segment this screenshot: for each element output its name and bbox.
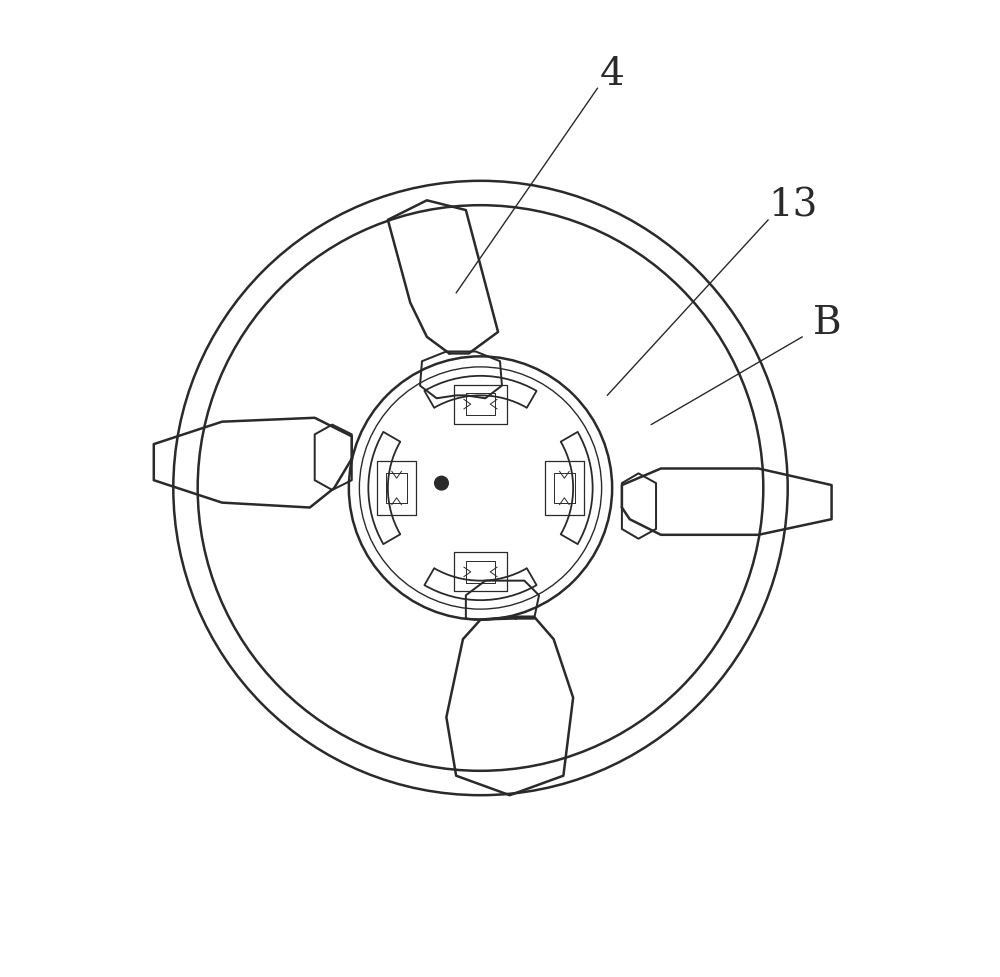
Text: 13: 13 xyxy=(768,188,817,225)
Text: 4: 4 xyxy=(600,56,625,93)
Circle shape xyxy=(435,477,448,490)
Text: B: B xyxy=(812,305,841,341)
